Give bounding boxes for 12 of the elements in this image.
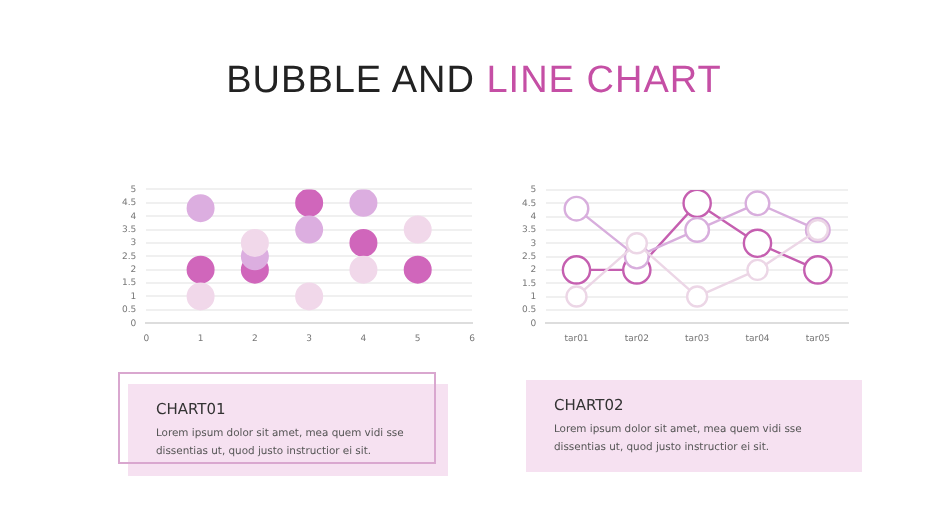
point [563, 195, 590, 222]
point [803, 255, 833, 285]
point [682, 190, 712, 219]
point [744, 190, 771, 217]
point [746, 258, 769, 282]
chart-title: BUBBLE AND LINE CHART [224, 60, 724, 104]
point [685, 285, 709, 308]
point [565, 285, 588, 308]
point [742, 228, 773, 259]
point [625, 232, 649, 255]
point [561, 255, 592, 285]
point [684, 216, 711, 243]
